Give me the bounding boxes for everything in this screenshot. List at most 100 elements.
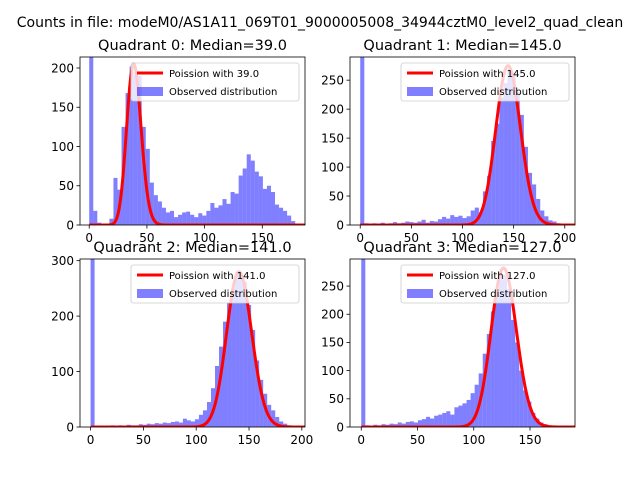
histogram-bar (454, 216, 459, 225)
histogram-bar (137, 75, 142, 225)
histogram-bar (429, 220, 434, 225)
histogram-bar (186, 420, 191, 427)
histogram-bar (491, 141, 496, 225)
histogram-bar (222, 199, 227, 225)
histogram-bar (482, 191, 488, 225)
y-tick-label: 50 (329, 392, 344, 406)
histogram-bar (536, 198, 541, 225)
histogram-bar (523, 146, 528, 225)
histogram-bar (157, 201, 162, 225)
legend-observed-swatch (407, 87, 433, 96)
y-tick-label: 0 (66, 420, 74, 434)
legend-poisson-label: Poission with 141.0 (169, 271, 265, 282)
quadrant-0-panel: Quadrant 0: Median=39.0 0 50 100 150 0 50 100 15… (51, 38, 306, 245)
histogram-bar (90, 259, 95, 427)
quadrant-1-legend: Poission with 145.0 Observed distribution (400, 62, 570, 102)
histogram-bar (198, 414, 203, 427)
histogram-bar (446, 411, 451, 427)
y-tick-label: 50 (329, 189, 344, 203)
histogram-bar (389, 423, 394, 427)
histogram-bar (259, 379, 264, 427)
histogram-bar (190, 214, 195, 225)
y-tick-label: 150 (321, 131, 344, 145)
histogram-bar (486, 333, 491, 427)
histogram-bar (210, 203, 215, 225)
x-tick-label: 200 (290, 433, 313, 447)
quadrant-2-legend: Poission with 141.0 Observed distribution (130, 264, 300, 304)
quadrant-0-axes-frame (79, 56, 306, 226)
histogram-bar (511, 319, 516, 427)
legend-poisson-label: Poission with 145.0 (439, 69, 535, 80)
legend-observed-label: Observed distribution (169, 87, 277, 98)
histogram-bar (125, 93, 130, 225)
histogram-bar (158, 423, 163, 427)
histogram-bar (223, 321, 228, 427)
x-tick-label: 150 (502, 231, 525, 245)
y-tick-label: 200 (51, 309, 74, 323)
histogram-bar (242, 168, 247, 225)
histogram-bar (283, 210, 288, 225)
histogram-bar (487, 175, 492, 225)
legend-observed-label: Observed distribution (169, 289, 277, 300)
legend-observed-swatch (137, 87, 163, 96)
histogram-bar (507, 68, 512, 225)
x-tick-label: 50 (136, 433, 151, 447)
histogram-bar (246, 154, 251, 225)
histogram-bar (409, 421, 414, 427)
histogram-bar (182, 212, 187, 225)
quadrant-3-panel: Quadrant 3: Median=127.0 0 50 100 150 0 50 100 1… (321, 240, 576, 447)
y-tick-label: 300 (51, 254, 74, 268)
histogram-bar (540, 210, 545, 225)
histogram-bar (397, 422, 402, 427)
histogram-bar (462, 218, 467, 225)
poisson-curve (360, 266, 575, 427)
histogram-bar (226, 203, 231, 225)
histogram-bar (421, 219, 426, 225)
y-tick-label: 250 (321, 73, 344, 87)
histogram-bar (527, 401, 532, 427)
quadrant-3-title: Quadrant 3: Median=127.0 (363, 240, 561, 256)
histogram-bar (186, 211, 191, 225)
quadrant-1-title: Quadrant 1: Median=145.0 (363, 38, 561, 54)
quadrant-2-axes-frame (79, 258, 306, 428)
legend-observed-label: Observed distribution (439, 289, 547, 300)
histogram-bar (133, 74, 138, 225)
histogram-bar (426, 416, 431, 427)
histogram-bar (515, 91, 520, 225)
legend-poisson-label: Poission with 127.0 (439, 271, 535, 282)
histogram-bar (494, 291, 499, 427)
x-tick-label: 0 (85, 231, 93, 245)
y-tick-label: 200 (321, 308, 344, 322)
histogram-bar (235, 271, 240, 427)
histogram-bar (405, 221, 410, 225)
y-tick-label: 150 (51, 101, 74, 115)
histogram-bar (227, 302, 232, 427)
histogram-bar (523, 390, 528, 427)
histogram-bar (474, 384, 479, 427)
quadrant-3-legend: Poission with 127.0 Observed distribution (400, 264, 570, 304)
histogram-bar (438, 414, 443, 427)
histogram-bar (442, 216, 447, 225)
y-tick-label: 100 (51, 365, 74, 379)
histogram-bar (470, 210, 475, 225)
legend-observed-label: Observed distribution (439, 87, 547, 98)
histogram-bar (174, 421, 179, 427)
histogram-bar (275, 417, 280, 427)
y-tick-label: 100 (321, 364, 344, 378)
histogram-bar (165, 212, 170, 225)
x-tick-label: 150 (519, 433, 542, 447)
histogram-bar (271, 410, 276, 427)
histogram-bar (417, 221, 422, 225)
histogram-bar (231, 288, 236, 427)
quadrant-2-title: Quadrant 2: Median=141.0 (93, 240, 291, 256)
histogram-bar (202, 215, 207, 225)
x-tick-label: 100 (193, 231, 216, 245)
histogram-bar (153, 195, 158, 225)
histogram-bar (251, 329, 256, 427)
x-tick-label: 150 (238, 433, 261, 447)
histogram-bar (214, 207, 219, 225)
histogram-bar (490, 311, 495, 427)
histogram-bar (507, 288, 512, 427)
histogram-bar (503, 83, 508, 225)
